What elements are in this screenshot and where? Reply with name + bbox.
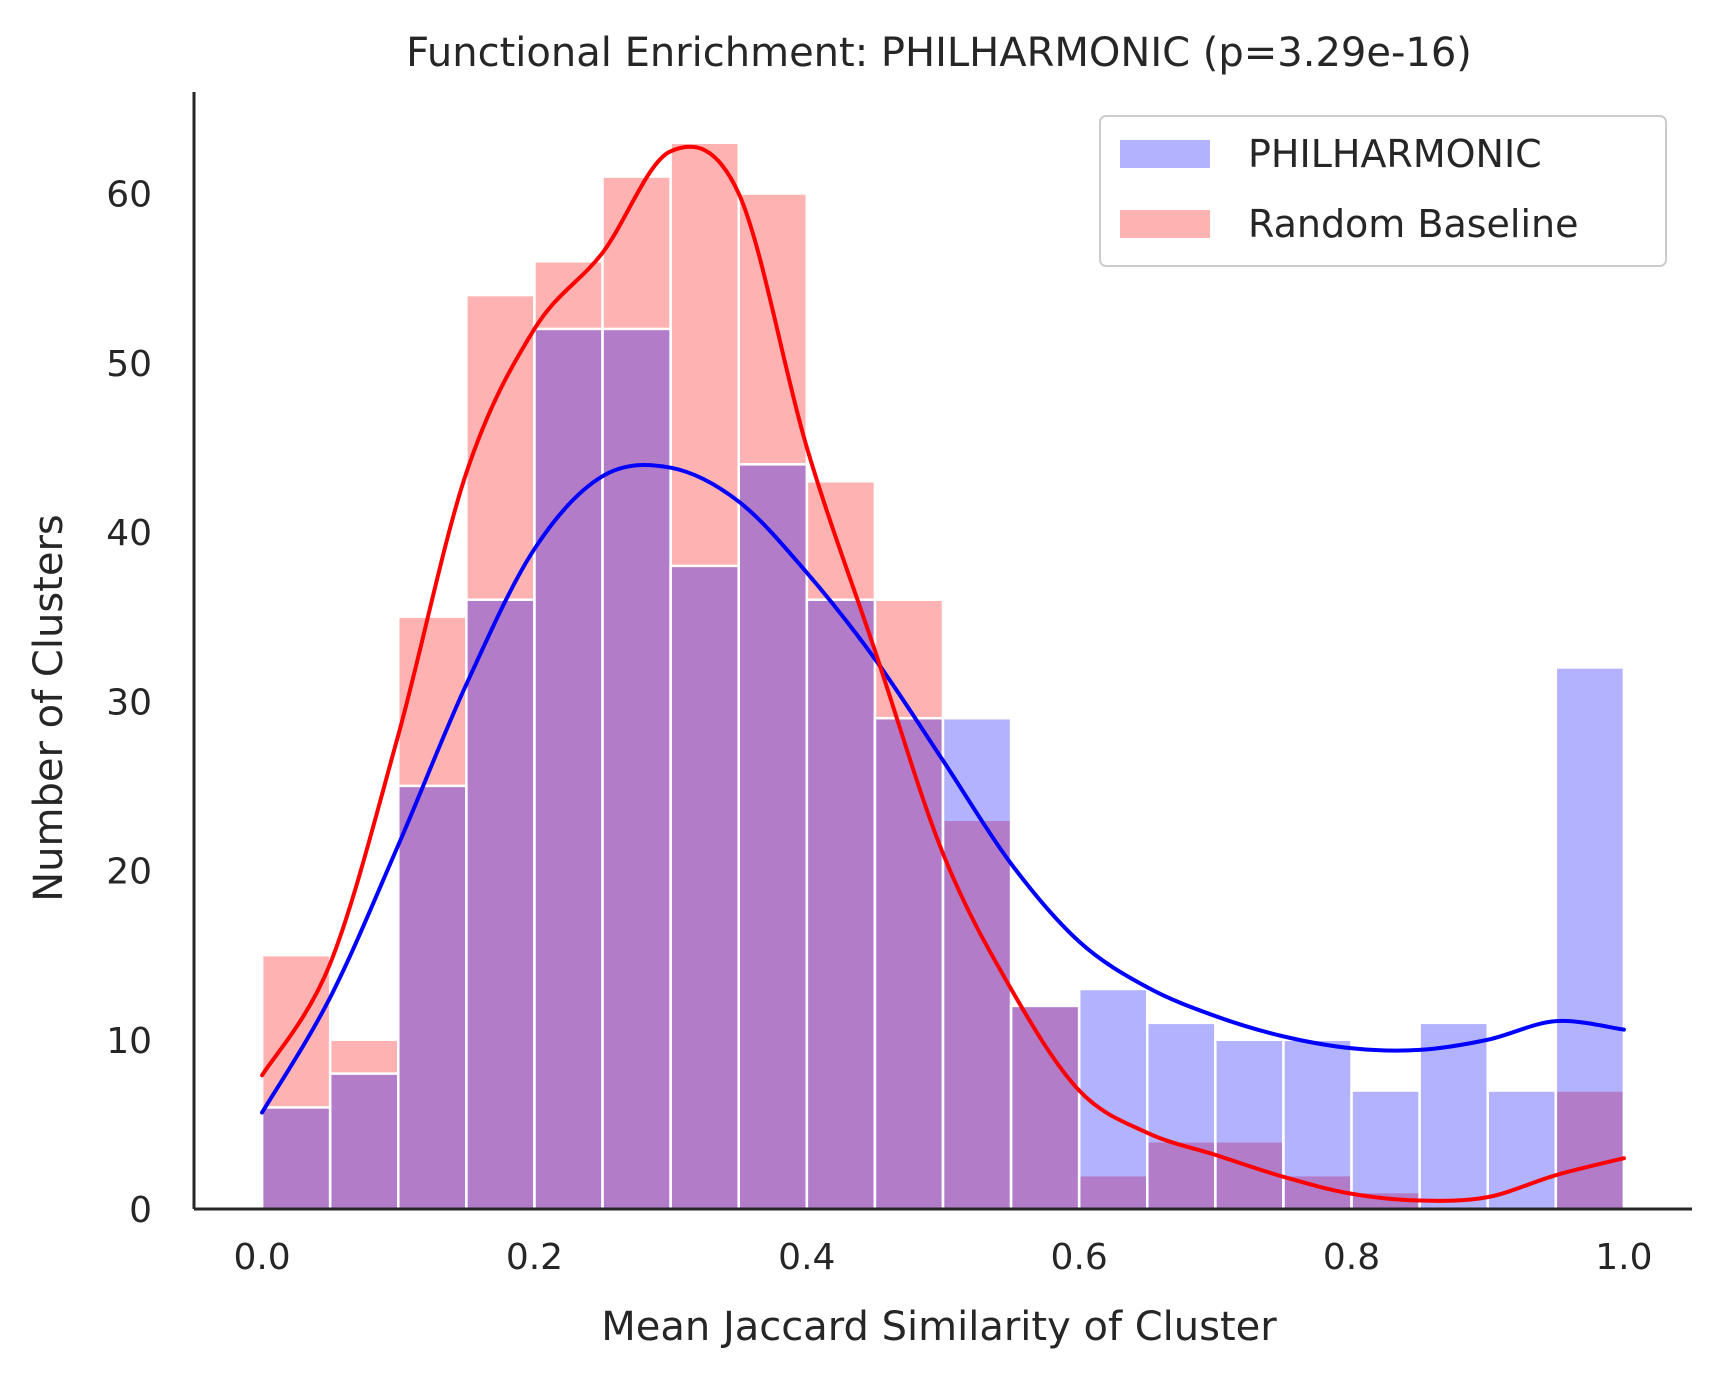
histogram-bar [1146,1021,1217,1211]
y-tick-label: 30 [106,682,152,723]
legend-swatch [1120,140,1210,168]
histogram-bar [873,598,945,1211]
histogram-bar [397,784,468,1211]
x-tick-label: 0.8 [1323,1237,1380,1278]
y-tick-label: 20 [106,852,152,893]
histogram-bar [465,598,536,1211]
legend-box [1099,115,1667,267]
x-tick-label: 1.0 [1595,1237,1652,1278]
histogram-bar [1009,1004,1081,1211]
y-tick-label: 10 [106,1021,152,1062]
histogram-bar [1282,1038,1353,1211]
histogram-bar [1486,1089,1558,1211]
x-tick-label: 0.6 [1051,1237,1108,1278]
histogram-bar [260,953,332,1211]
legend-label: Random Baseline [1248,202,1579,246]
histogram-bar [533,327,604,1211]
histogram-bar [737,463,809,1211]
y-tick-label: 0 [129,1190,152,1231]
x-tick-label: 0.4 [778,1237,835,1278]
histogram-bar [669,564,740,1211]
y-tick-label: 50 [106,344,152,385]
axes: 0.0 0.2 0.4 0.6 0.8 1.0 0 10 20 30 40 50 60 [106,92,1692,1278]
bars-random-baseline [260,141,1626,1211]
y-tick-label: 60 [106,175,152,216]
legend: PHILHARMONIC Random Baseline [1099,115,1667,267]
kde-line-philharmonic [260,463,1626,1115]
x-tick-label: 0.2 [506,1237,563,1278]
histogram-bar [260,1106,332,1211]
histogram-bar [941,716,1013,1211]
x-tick-label: 0.0 [233,1237,290,1278]
histogram-bar [397,615,468,1211]
histogram-bar [873,716,945,1211]
histogram-bar [328,1038,400,1211]
histogram-bar [805,598,877,1211]
bars-philharmonic [260,327,1626,1211]
plot-area [260,141,1626,1211]
histogram-bar [328,1072,400,1211]
histogram-bar [1350,1089,1421,1211]
chart-title: Functional Enrichment: PHILHARMONIC (p=3… [406,30,1472,76]
x-axis-label: Mean Jaccard Similarity of Cluster [601,1304,1277,1350]
y-axis-label: Number of Clusters [26,514,72,901]
histogram-bar [1554,666,1626,1211]
legend-swatch [1120,210,1210,238]
histogram-bar [1214,1038,1285,1211]
histogram-bar [1554,1089,1626,1211]
histogram-bar [601,327,672,1211]
histogram-bar [1009,1004,1081,1211]
kde-line-random-baseline [260,144,1626,1203]
y-tick-label: 40 [106,513,152,554]
legend-label: PHILHARMONIC [1248,132,1542,176]
